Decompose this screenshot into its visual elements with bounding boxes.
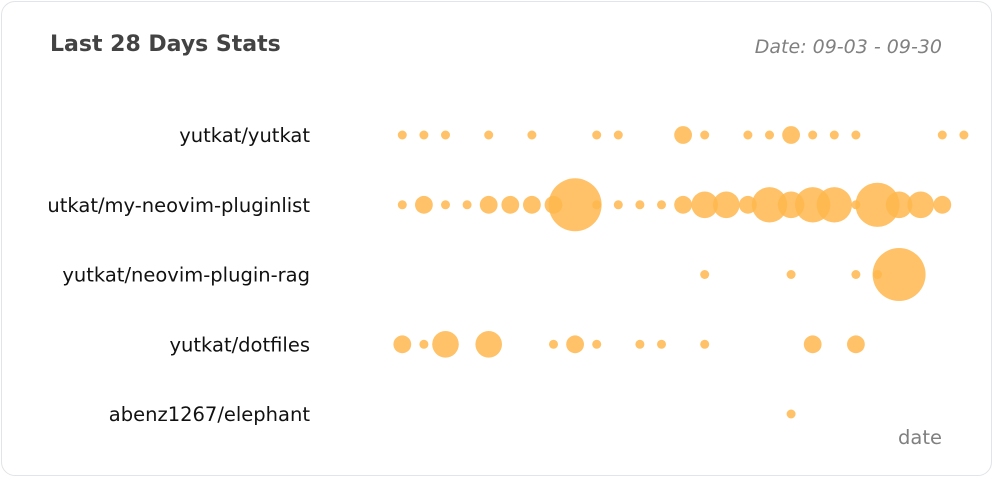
data-point xyxy=(613,130,623,140)
data-point xyxy=(674,126,692,144)
data-point xyxy=(872,248,926,301)
data-point xyxy=(592,130,602,140)
data-point xyxy=(657,200,666,210)
data-point xyxy=(691,191,718,219)
data-point xyxy=(739,195,757,214)
data-point xyxy=(549,339,558,349)
data-point xyxy=(415,195,433,214)
chart-title: Last 28 Days Stats xyxy=(50,32,281,57)
x-axis-label: date xyxy=(898,426,942,449)
data-point xyxy=(700,270,710,279)
data-point xyxy=(700,339,710,349)
date-range: Date: 09-03 - 09-30 xyxy=(754,36,942,58)
data-point xyxy=(475,331,503,358)
data-point xyxy=(592,339,602,349)
data-point xyxy=(765,130,774,140)
data-point xyxy=(751,187,788,223)
data-point xyxy=(613,200,623,210)
data-point xyxy=(548,178,602,232)
data-point xyxy=(397,200,407,210)
data-point xyxy=(855,182,900,227)
data-point xyxy=(959,130,969,140)
data-point xyxy=(523,195,541,214)
data-point xyxy=(885,191,913,219)
row-label: yutkat/neovim-plugin-rag xyxy=(62,264,310,287)
data-point xyxy=(479,195,498,214)
data-point xyxy=(907,191,934,219)
data-point xyxy=(816,187,852,223)
data-point xyxy=(635,200,645,210)
data-point xyxy=(441,130,450,140)
data-point xyxy=(462,200,472,210)
data-point xyxy=(527,130,537,140)
data-point xyxy=(441,200,450,210)
data-point xyxy=(592,200,602,210)
data-point xyxy=(743,130,753,140)
data-point xyxy=(432,331,459,358)
row-label: abenz1267/elephant xyxy=(109,403,311,426)
data-point xyxy=(782,126,800,144)
row-label: yutkat/yutkat xyxy=(179,124,310,147)
data-point xyxy=(700,130,710,140)
data-point xyxy=(803,335,822,354)
data-point xyxy=(933,195,952,214)
row-label: yutkat/my-neovim-pluginlist xyxy=(36,194,310,217)
data-point xyxy=(393,335,412,354)
data-point xyxy=(501,195,520,214)
data-point xyxy=(829,130,839,140)
data-point xyxy=(937,130,947,140)
data-point xyxy=(786,270,796,279)
data-point xyxy=(657,339,666,349)
row-label: yutkat/dotfiles xyxy=(170,333,310,356)
data-point xyxy=(635,339,645,349)
data-point xyxy=(397,130,407,140)
data-point xyxy=(851,130,861,140)
data-point xyxy=(674,195,692,214)
data-point xyxy=(847,335,865,354)
data-point xyxy=(851,270,861,279)
data-point xyxy=(566,335,584,354)
data-point xyxy=(713,191,740,219)
data-point xyxy=(808,130,818,140)
data-point xyxy=(419,339,429,349)
data-point xyxy=(419,130,429,140)
data-point xyxy=(786,409,796,419)
data-point xyxy=(484,130,494,140)
